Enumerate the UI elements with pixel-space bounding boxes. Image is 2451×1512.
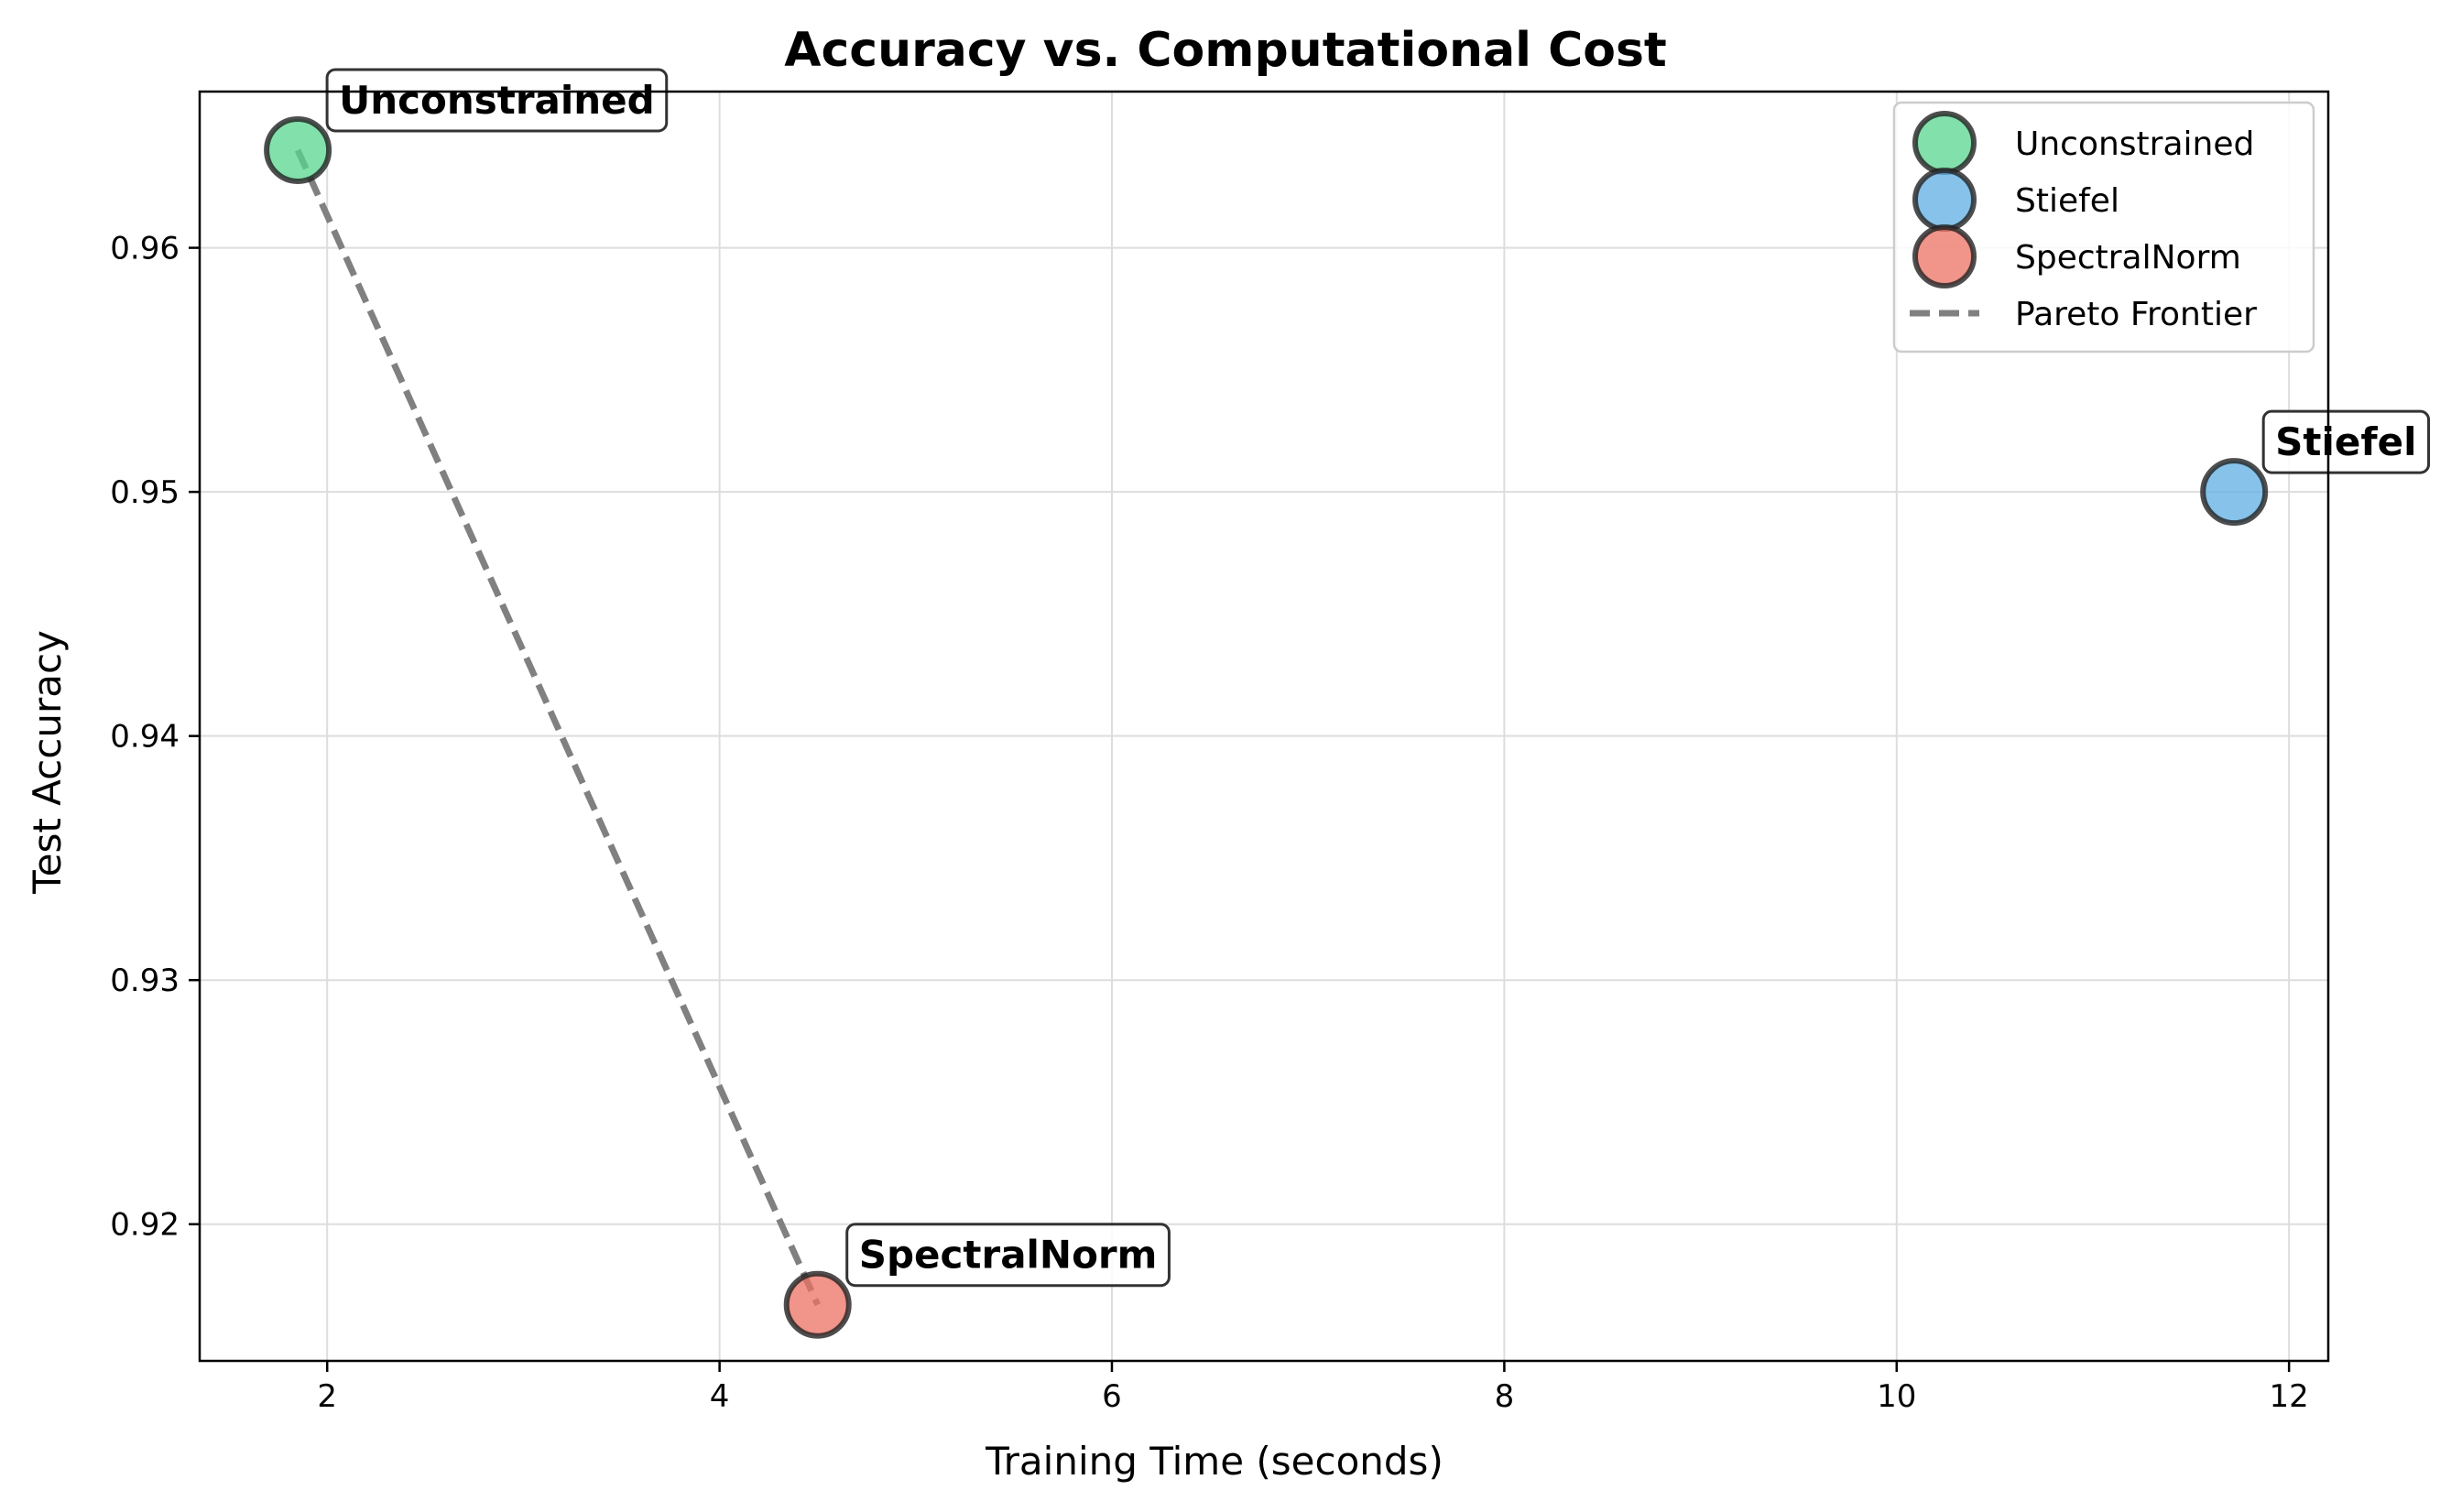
legend-label: SpectralNorm bbox=[2015, 239, 2241, 277]
annotation-box bbox=[325, 68, 669, 133]
y-tick-label: 0.93 bbox=[110, 963, 180, 999]
legend-marker bbox=[1912, 111, 1977, 175]
y-axis: 0.92 0.93 0.94 0.95 0.96 bbox=[110, 231, 200, 1244]
x-tick-label: 4 bbox=[710, 1378, 730, 1415]
annotation-stiefel: Stiefel bbox=[2261, 409, 2431, 474]
legend-label: Pareto Frontier bbox=[2015, 296, 2257, 333]
y-axis-label: Test Accuracy bbox=[25, 630, 70, 895]
legend-label: Stiefel bbox=[2015, 182, 2119, 220]
y-tick-label: 0.94 bbox=[110, 719, 180, 756]
chart-title: Accuracy vs. Computational Cost bbox=[784, 23, 1667, 78]
annotation-label: Stiefel bbox=[2275, 419, 2416, 464]
x-axis: 2 4 6 8 10 12 bbox=[317, 1361, 2309, 1415]
annotation-spectralnorm: SpectralNorm bbox=[845, 1223, 1171, 1288]
annotation-label: SpectralNorm bbox=[859, 1233, 1158, 1278]
x-tick-label: 10 bbox=[1877, 1378, 1916, 1415]
legend-label: Unconstrained bbox=[2015, 125, 2254, 163]
y-tick-label: 0.96 bbox=[110, 231, 180, 267]
data-point bbox=[783, 1270, 852, 1339]
x-tick-label: 6 bbox=[1102, 1378, 1122, 1415]
pareto-frontier-layer bbox=[294, 148, 821, 1307]
annotation-label: Unconstrained bbox=[339, 78, 655, 123]
x-tick-label: 12 bbox=[2270, 1378, 2309, 1415]
pareto-frontier-line bbox=[294, 148, 821, 1307]
x-tick-label: 2 bbox=[317, 1378, 337, 1415]
annotation-box bbox=[2261, 409, 2431, 474]
y-tick-label: 0.92 bbox=[110, 1207, 180, 1244]
annotation-unconstrained: Unconstrained bbox=[325, 68, 669, 133]
plot-frame bbox=[198, 90, 2330, 1363]
y-tick-label: 0.95 bbox=[110, 474, 180, 511]
annotation-box bbox=[845, 1223, 1171, 1288]
data-points bbox=[264, 115, 2269, 1339]
data-point bbox=[2200, 458, 2269, 527]
legend-box bbox=[1892, 101, 2315, 354]
legend-marker bbox=[1912, 224, 1977, 288]
legend-marker bbox=[1912, 168, 1977, 232]
data-point bbox=[264, 115, 332, 184]
point-annotations: Unconstrained Stiefel SpectralNorm bbox=[325, 68, 2431, 1288]
x-tick-label: 8 bbox=[1495, 1378, 1515, 1415]
x-axis-label: Training Time (seconds) bbox=[985, 1439, 1443, 1484]
legend: Unconstrained Stiefel SpectralNorm Pareto F… bbox=[1892, 101, 2315, 354]
